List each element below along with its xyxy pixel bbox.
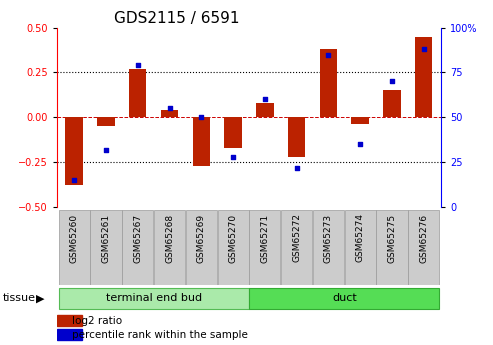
Bar bbox=[281, 210, 312, 285]
Text: terminal end bud: terminal end bud bbox=[106, 293, 202, 303]
Text: duct: duct bbox=[332, 293, 356, 303]
Bar bbox=[161, 110, 178, 117]
Bar bbox=[66, 117, 83, 186]
Bar bbox=[383, 90, 401, 117]
Bar bbox=[129, 69, 146, 117]
Text: tissue: tissue bbox=[2, 294, 35, 303]
Text: GSM65274: GSM65274 bbox=[355, 214, 365, 263]
Text: GSM65275: GSM65275 bbox=[387, 214, 396, 263]
Bar bbox=[249, 210, 281, 285]
Bar bbox=[57, 329, 82, 340]
Point bbox=[420, 46, 428, 52]
Text: GSM65260: GSM65260 bbox=[70, 214, 79, 263]
Text: GSM65273: GSM65273 bbox=[324, 214, 333, 263]
Bar bbox=[376, 210, 408, 285]
Text: percentile rank within the sample: percentile rank within the sample bbox=[72, 330, 248, 340]
Text: GSM65276: GSM65276 bbox=[419, 214, 428, 263]
Bar bbox=[224, 117, 242, 148]
Point bbox=[324, 52, 332, 57]
Text: log2 ratio: log2 ratio bbox=[72, 316, 122, 326]
Point bbox=[70, 177, 78, 183]
Bar bbox=[217, 210, 248, 285]
Point bbox=[229, 154, 237, 159]
Bar bbox=[249, 288, 439, 309]
Bar bbox=[193, 117, 210, 166]
Bar bbox=[288, 117, 305, 157]
Bar bbox=[154, 210, 185, 285]
Bar bbox=[408, 210, 439, 285]
Point bbox=[197, 115, 205, 120]
Point bbox=[356, 141, 364, 147]
Bar bbox=[90, 210, 122, 285]
Bar bbox=[122, 210, 153, 285]
Bar bbox=[313, 210, 344, 285]
Text: GSM65272: GSM65272 bbox=[292, 214, 301, 263]
Bar bbox=[345, 210, 376, 285]
Bar bbox=[186, 210, 217, 285]
Text: GSM65270: GSM65270 bbox=[229, 214, 238, 263]
Text: GDS2115 / 6591: GDS2115 / 6591 bbox=[114, 11, 240, 27]
Bar bbox=[415, 37, 432, 117]
Point bbox=[134, 62, 141, 68]
Text: GSM65271: GSM65271 bbox=[260, 214, 269, 263]
Text: GSM65267: GSM65267 bbox=[133, 214, 142, 263]
Bar bbox=[256, 103, 274, 117]
Text: GSM65261: GSM65261 bbox=[102, 214, 110, 263]
Text: ▶: ▶ bbox=[35, 294, 44, 303]
Bar bbox=[319, 49, 337, 117]
Bar bbox=[59, 288, 248, 309]
Bar bbox=[352, 117, 369, 125]
Bar bbox=[57, 315, 82, 326]
Point bbox=[293, 165, 301, 170]
Text: GSM65268: GSM65268 bbox=[165, 214, 174, 263]
Point bbox=[261, 97, 269, 102]
Point bbox=[166, 106, 174, 111]
Text: GSM65269: GSM65269 bbox=[197, 214, 206, 263]
Point bbox=[388, 79, 396, 84]
Bar bbox=[97, 117, 115, 126]
Bar bbox=[59, 210, 90, 285]
Point bbox=[102, 147, 110, 152]
